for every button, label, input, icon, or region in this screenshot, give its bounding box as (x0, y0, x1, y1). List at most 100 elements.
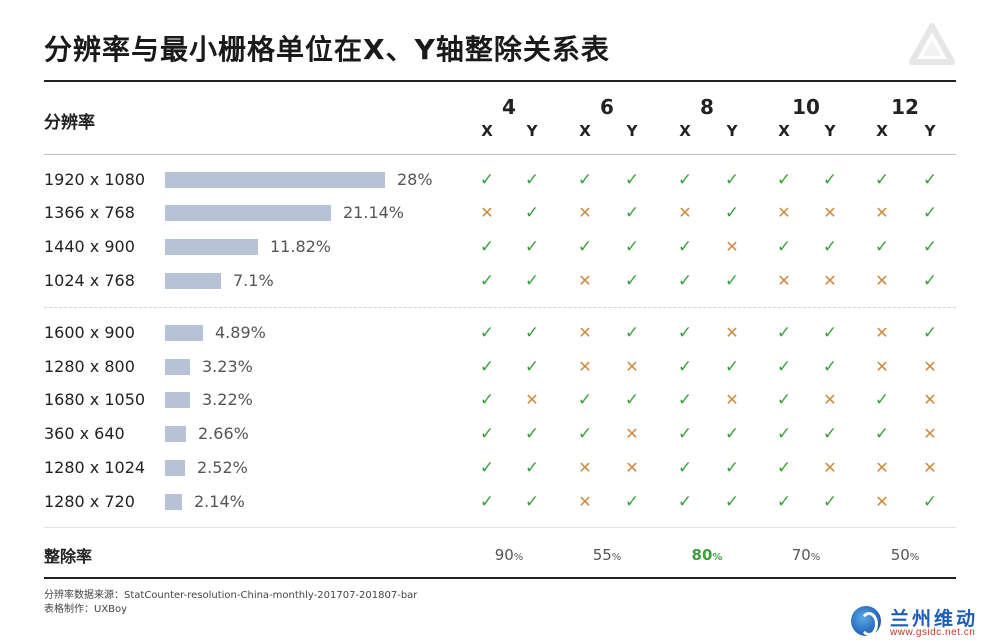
divisible-rate-label: 整除率 (44, 547, 93, 566)
check-icon: ✓ (524, 458, 540, 478)
y-axis-label: Y (726, 122, 738, 140)
check-icon: ✓ (776, 390, 792, 410)
watermark-logo-icon (851, 606, 881, 636)
check-icon: ✓ (479, 271, 495, 291)
check-icon: ✓ (677, 390, 693, 410)
resolution-label: 1440 x 900 (44, 237, 135, 256)
cross-icon: ✕ (823, 271, 837, 290)
watermark-name: 兰州维动 (890, 608, 979, 630)
cross-icon: ✕ (525, 390, 539, 409)
check-icon: ✓ (677, 357, 693, 377)
cross-icon: ✕ (875, 271, 889, 290)
share-label: 3.22% (202, 390, 253, 409)
cross-icon: ✕ (923, 424, 937, 443)
check-icon: ✓ (822, 424, 838, 444)
resolution-label: 1680 x 1050 (44, 390, 146, 409)
cross-icon: ✕ (823, 458, 837, 477)
share-label: 2.14% (194, 492, 245, 511)
check-icon: ✓ (776, 170, 792, 190)
check-icon: ✓ (479, 323, 495, 343)
resolution-label: 1600 x 900 (44, 323, 135, 342)
share-bar (165, 460, 185, 476)
group-separator (44, 307, 956, 308)
resolution-label: 1920 x 1080 (44, 170, 146, 189)
rate-number: 55 (592, 546, 612, 564)
rate-unit: % (513, 552, 524, 563)
check-icon: ✓ (624, 237, 640, 257)
cross-icon: ✕ (578, 203, 592, 222)
check-icon: ✓ (624, 203, 640, 223)
resolution-label: 360 x 640 (44, 424, 125, 443)
cross-icon: ✕ (578, 323, 592, 342)
share-bar (165, 325, 203, 341)
share-label: 4.89% (215, 323, 266, 342)
y-axis-label: Y (924, 122, 936, 140)
check-icon: ✓ (624, 323, 640, 343)
check-icon: ✓ (874, 390, 890, 410)
check-icon: ✓ (822, 170, 838, 190)
check-icon: ✓ (479, 458, 495, 478)
cross-icon: ✕ (875, 492, 889, 511)
check-icon: ✓ (922, 203, 938, 223)
check-icon: ✓ (922, 170, 938, 190)
share-label: 21.14% (343, 203, 405, 222)
share-bar (165, 392, 190, 408)
check-icon: ✓ (479, 170, 495, 190)
resolution-label: 1024 x 768 (44, 271, 135, 290)
x-axis-label: X (876, 122, 888, 140)
grid-unit-label: 6 (600, 95, 614, 119)
check-icon: ✓ (822, 492, 838, 512)
rate-unit: % (909, 552, 920, 563)
cross-icon: ✕ (625, 458, 639, 477)
share-label: 3.23% (202, 357, 253, 376)
check-icon: ✓ (874, 170, 890, 190)
check-icon: ✓ (524, 424, 540, 444)
share-bar (165, 172, 385, 188)
cross-icon: ✕ (578, 271, 592, 290)
resolution-label: 1366 x 768 (44, 203, 135, 222)
check-icon: ✓ (776, 237, 792, 257)
check-icon: ✓ (724, 170, 740, 190)
share-label: 7.1% (233, 271, 274, 290)
check-icon: ✓ (822, 357, 838, 377)
cross-icon: ✕ (578, 492, 592, 511)
x-axis-label: X (481, 122, 493, 140)
cross-icon: ✕ (777, 203, 791, 222)
cross-icon: ✕ (923, 357, 937, 376)
check-icon: ✓ (922, 492, 938, 512)
share-bar (165, 273, 221, 289)
title-rule (44, 80, 956, 82)
triangle-logo-icon (909, 23, 955, 65)
check-icon: ✓ (479, 237, 495, 257)
check-icon: ✓ (776, 458, 792, 478)
cross-icon: ✕ (480, 203, 494, 222)
check-icon: ✓ (524, 203, 540, 223)
cross-icon: ✕ (625, 357, 639, 376)
check-icon: ✓ (724, 458, 740, 478)
check-icon: ✓ (524, 271, 540, 291)
check-icon: ✓ (677, 458, 693, 478)
author-note: 表格制作：UXBoy (44, 604, 128, 615)
check-icon: ✓ (577, 424, 593, 444)
check-icon: ✓ (577, 390, 593, 410)
check-icon: ✓ (524, 357, 540, 377)
cross-icon: ✕ (923, 390, 937, 409)
x-axis-label: X (579, 122, 591, 140)
check-icon: ✓ (479, 424, 495, 444)
check-icon: ✓ (524, 492, 540, 512)
cross-icon: ✕ (625, 424, 639, 443)
divisible-rate-value: 90% (469, 546, 549, 564)
cross-icon: ✕ (725, 323, 739, 342)
check-icon: ✓ (479, 390, 495, 410)
resolution-label: 1280 x 720 (44, 492, 135, 511)
check-icon: ✓ (677, 170, 693, 190)
check-icon: ✓ (524, 170, 540, 190)
check-icon: ✓ (624, 271, 640, 291)
check-icon: ✓ (724, 357, 740, 377)
cross-icon: ✕ (725, 390, 739, 409)
divisible-rate-value: 80% (667, 546, 747, 564)
x-axis-label: X (679, 122, 691, 140)
share-label: 28% (397, 170, 433, 189)
share-label: 2.66% (198, 424, 249, 443)
header-rule (44, 154, 956, 155)
